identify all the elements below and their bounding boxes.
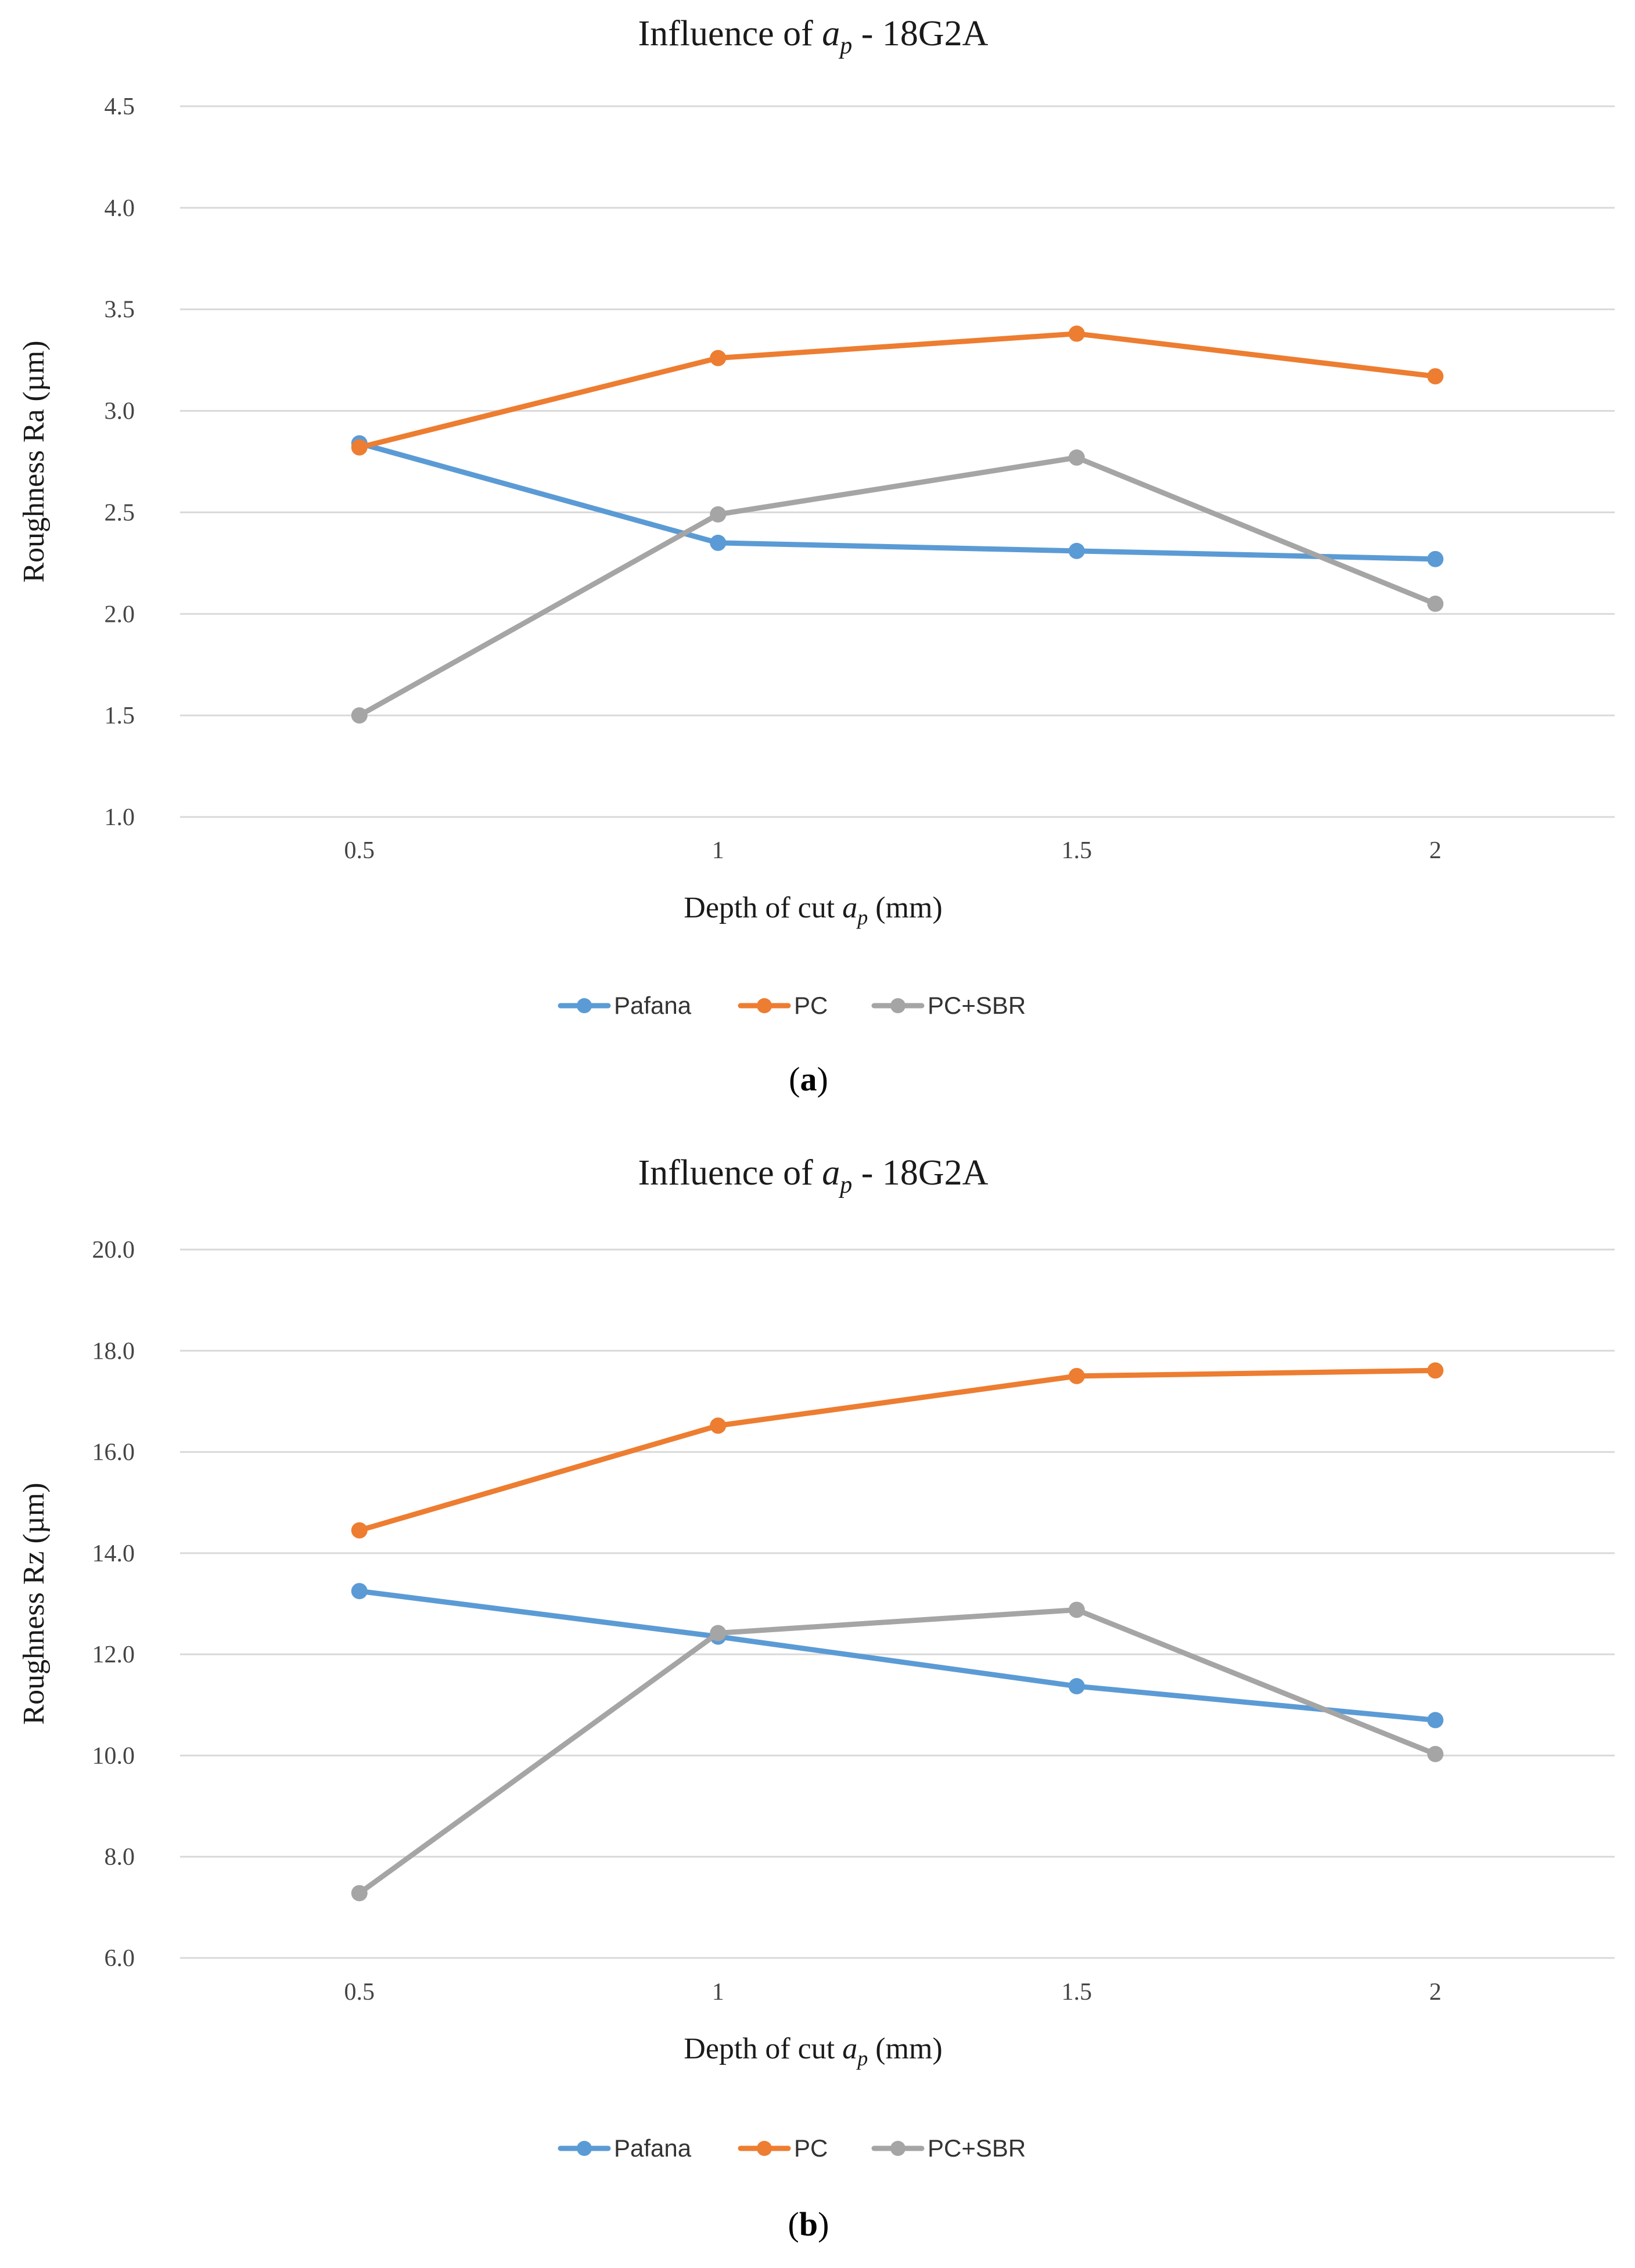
chart-title: Influence of ap - 18G2A <box>638 14 989 59</box>
y-tick-label: 2.5 <box>105 499 135 526</box>
legend-item: Pafana <box>558 2134 692 2162</box>
y-tick-label: 2.0 <box>105 601 135 628</box>
series-pafana-line <box>357 1588 1438 1723</box>
series-pc-sbr-point <box>351 1885 368 1902</box>
series-pafana-point <box>1427 550 1444 567</box>
series-pc <box>351 325 1444 456</box>
legend-item: PC <box>738 2134 828 2162</box>
y-tick-label: 1.5 <box>105 703 135 729</box>
y-tick-label: 4.5 <box>105 93 135 120</box>
x-tick-label: 2 <box>1429 837 1442 864</box>
series-pc-point <box>710 1417 727 1434</box>
y-tick-label: 20.0 <box>92 1237 135 1263</box>
series-pc-point <box>710 350 727 366</box>
x-tick-label: 0.5 <box>344 1979 375 2006</box>
legend-swatch-marker <box>757 2141 772 2156</box>
series-pafana-point <box>710 534 727 551</box>
legend-item: PC <box>738 992 828 1019</box>
x-axis-title: Depth of cut ap (mm) <box>684 891 942 929</box>
legend-label: PC <box>794 992 828 1019</box>
legend-item: Pafana <box>558 992 692 1019</box>
legend: Pafana PC PC+SBR <box>558 992 1026 1019</box>
series-pc-sbr-point <box>1427 595 1444 612</box>
series-pafana-point <box>1068 1678 1085 1695</box>
x-tick-label: 1.5 <box>1062 1979 1093 2006</box>
x-tick-label: 1 <box>712 837 724 864</box>
series-pc-sbr-point <box>351 707 368 724</box>
series-pafana-point <box>351 1583 368 1600</box>
series-pc-sbr <box>351 1601 1444 1902</box>
legend-swatch-marker <box>757 998 772 1013</box>
series-pc-point <box>351 439 368 456</box>
y-tick-label: 3.5 <box>105 297 135 323</box>
y-tick-label: 8.0 <box>105 1844 135 1871</box>
series-pc-point <box>1068 325 1085 342</box>
x-tick-label: 0.5 <box>344 837 375 864</box>
chart-title: Influence of ap - 18G2A <box>638 1153 989 1198</box>
legend-label: PC+SBR <box>928 2134 1026 2162</box>
y-tick-label: 3.0 <box>105 398 135 425</box>
series-pc-sbr-line <box>357 455 1438 718</box>
series-pc-sbr-point <box>710 1625 727 1641</box>
legend-swatch-marker <box>577 2141 592 2156</box>
legend-swatch-marker <box>890 2141 905 2156</box>
series-pafana <box>351 1583 1444 1729</box>
figure-caption: (a) <box>789 1060 828 1098</box>
series-pc-sbr-point <box>1427 1745 1444 1762</box>
series-pc-point <box>351 1522 368 1539</box>
legend-swatch-marker <box>890 998 905 1013</box>
y-tick-label: 12.0 <box>92 1641 135 1668</box>
series-pc-point <box>1068 1367 1085 1384</box>
series-pafana-point <box>1068 542 1085 559</box>
x-tick-label: 1.5 <box>1062 837 1093 864</box>
x-tick-label: 2 <box>1429 1979 1442 2006</box>
legend: Pafana PC PC+SBR <box>558 2134 1026 2162</box>
y-tick-label: 14.0 <box>92 1540 135 1567</box>
x-tick-label: 1 <box>712 1979 724 2006</box>
chart-a: Influence of ap - 18G2A 1.0 1.5 2.0 2.5 3.0 3.… <box>17 14 1615 1098</box>
chart-b: Influence of ap - 18G2A 6.0 8.0 10.0 12.0 14.… <box>17 1153 1615 2243</box>
legend-item: PC+SBR <box>871 2134 1026 2162</box>
series-pafana <box>351 435 1444 567</box>
legend-label: PC+SBR <box>928 992 1026 1019</box>
y-tick-label: 10.0 <box>92 1743 135 1769</box>
figure-caption: (b) <box>788 2205 829 2243</box>
legend-label: Pafana <box>614 992 692 1019</box>
series-pc-sbr-point <box>1068 449 1085 466</box>
series-pc-sbr-point <box>1068 1601 1085 1618</box>
legend-item: PC+SBR <box>871 992 1026 1019</box>
series-pc-line <box>357 331 1438 451</box>
y-tick-label: 18.0 <box>92 1338 135 1365</box>
series-pc-point <box>1427 368 1444 385</box>
series-pc-point <box>1427 1362 1444 1379</box>
x-axis-title: Depth of cut ap (mm) <box>684 2032 942 2070</box>
series-pc-sbr <box>351 449 1444 724</box>
y-tick-label: 1.0 <box>105 804 135 831</box>
legend-label: Pafana <box>614 2134 692 2162</box>
y-tick-label: 16.0 <box>92 1439 135 1466</box>
series-pc-sbr-point <box>710 506 727 523</box>
series-pafana-line <box>357 441 1438 562</box>
legend-label: PC <box>794 2134 828 2162</box>
series-pc <box>351 1362 1444 1539</box>
legend-swatch-marker <box>577 998 592 1013</box>
y-tick-label: 4.0 <box>105 195 135 222</box>
y-tick-label: 6.0 <box>105 1945 135 1972</box>
series-pc-line <box>357 1367 1438 1533</box>
series-pc-sbr-line <box>357 1607 1438 1896</box>
y-axis-title: Roughness Ra (µm) <box>17 340 51 582</box>
series-pafana-point <box>1427 1712 1444 1729</box>
y-axis-title: Roughness Rz (µm) <box>17 1482 51 1725</box>
